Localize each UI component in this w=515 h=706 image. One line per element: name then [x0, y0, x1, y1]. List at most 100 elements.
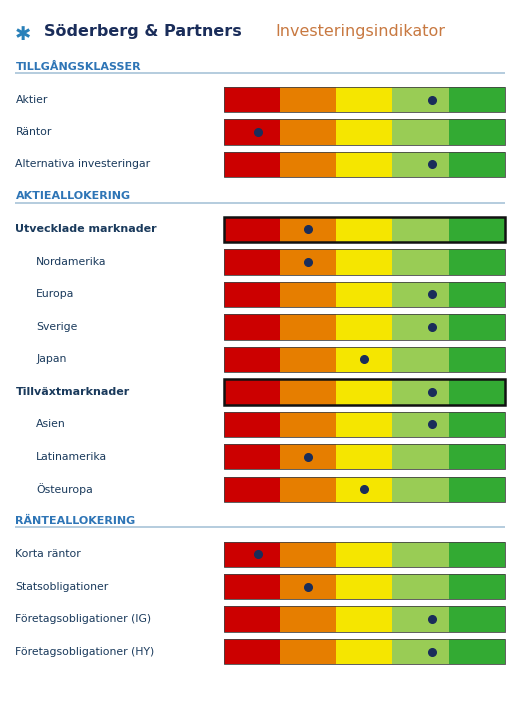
Bar: [392, 119, 449, 145]
Bar: [449, 314, 505, 340]
Text: Nordamerika: Nordamerika: [36, 257, 107, 267]
Text: AKTIEALLOKERING: AKTIEALLOKERING: [15, 191, 131, 201]
Bar: [224, 477, 280, 502]
Bar: [224, 574, 280, 599]
Bar: [336, 217, 392, 242]
Bar: [224, 119, 505, 145]
Bar: [224, 477, 505, 502]
Bar: [280, 412, 336, 437]
Bar: [392, 542, 449, 567]
Text: Aktier: Aktier: [15, 95, 48, 104]
Text: Tillväxtmarknader: Tillväxtmarknader: [15, 387, 130, 397]
Bar: [224, 574, 505, 599]
Text: Företagsobligationer (HY): Företagsobligationer (HY): [15, 647, 154, 657]
Bar: [449, 282, 505, 307]
Bar: [224, 87, 505, 112]
Bar: [449, 249, 505, 275]
Bar: [280, 87, 336, 112]
Bar: [392, 347, 449, 372]
Bar: [224, 152, 280, 177]
Bar: [336, 119, 392, 145]
Bar: [392, 606, 449, 632]
Bar: [449, 119, 505, 145]
Bar: [336, 347, 392, 372]
Bar: [224, 249, 505, 275]
Bar: [280, 542, 336, 567]
Bar: [224, 379, 280, 405]
Bar: [224, 119, 280, 145]
Text: Japan: Japan: [36, 354, 66, 364]
Text: TILLGÅNGSKLASSER: TILLGÅNGSKLASSER: [15, 61, 141, 71]
Bar: [336, 477, 392, 502]
Bar: [280, 152, 336, 177]
Bar: [280, 282, 336, 307]
Bar: [449, 87, 505, 112]
Bar: [392, 444, 449, 469]
Bar: [224, 347, 280, 372]
Bar: [392, 574, 449, 599]
Bar: [449, 477, 505, 502]
Bar: [280, 217, 336, 242]
Text: Söderberg & Partners: Söderberg & Partners: [44, 24, 242, 39]
Text: RÄNTEALLOKERING: RÄNTEALLOKERING: [15, 516, 135, 526]
Bar: [224, 314, 505, 340]
Bar: [449, 444, 505, 469]
Bar: [224, 606, 505, 632]
Bar: [449, 542, 505, 567]
Bar: [280, 249, 336, 275]
Bar: [392, 217, 449, 242]
Bar: [449, 639, 505, 664]
Bar: [224, 314, 280, 340]
Bar: [336, 606, 392, 632]
Text: Alternativa investeringar: Alternativa investeringar: [15, 160, 150, 169]
Bar: [224, 347, 505, 372]
Bar: [449, 152, 505, 177]
Bar: [224, 282, 505, 307]
Bar: [224, 217, 280, 242]
Bar: [224, 249, 280, 275]
Text: Asien: Asien: [36, 419, 66, 429]
Bar: [224, 542, 280, 567]
Bar: [392, 639, 449, 664]
Bar: [449, 347, 505, 372]
Bar: [392, 379, 449, 405]
Bar: [392, 249, 449, 275]
Bar: [392, 477, 449, 502]
Text: Sverige: Sverige: [36, 322, 77, 332]
Bar: [336, 152, 392, 177]
Text: Korta räntor: Korta räntor: [15, 549, 81, 559]
Bar: [449, 412, 505, 437]
Bar: [336, 282, 392, 307]
Text: ✱: ✱: [15, 25, 31, 44]
Bar: [224, 639, 505, 664]
Bar: [224, 87, 280, 112]
Text: Europa: Europa: [36, 289, 75, 299]
Bar: [336, 87, 392, 112]
Bar: [224, 412, 280, 437]
Bar: [280, 314, 336, 340]
Bar: [224, 542, 505, 567]
Text: Statsobligationer: Statsobligationer: [15, 582, 109, 592]
Bar: [280, 119, 336, 145]
Bar: [449, 574, 505, 599]
Bar: [224, 152, 505, 177]
Bar: [449, 606, 505, 632]
Bar: [280, 347, 336, 372]
Bar: [336, 249, 392, 275]
Text: Östeuropa: Östeuropa: [36, 484, 93, 495]
Text: Investeringsindikator: Investeringsindikator: [276, 24, 445, 39]
Bar: [224, 444, 280, 469]
Bar: [449, 217, 505, 242]
Bar: [224, 217, 505, 242]
Bar: [392, 282, 449, 307]
Bar: [336, 639, 392, 664]
Bar: [224, 282, 280, 307]
Text: Räntor: Räntor: [15, 127, 52, 137]
Bar: [280, 379, 336, 405]
Bar: [336, 412, 392, 437]
Bar: [336, 542, 392, 567]
Bar: [336, 574, 392, 599]
Bar: [392, 314, 449, 340]
Bar: [336, 314, 392, 340]
Bar: [280, 574, 336, 599]
